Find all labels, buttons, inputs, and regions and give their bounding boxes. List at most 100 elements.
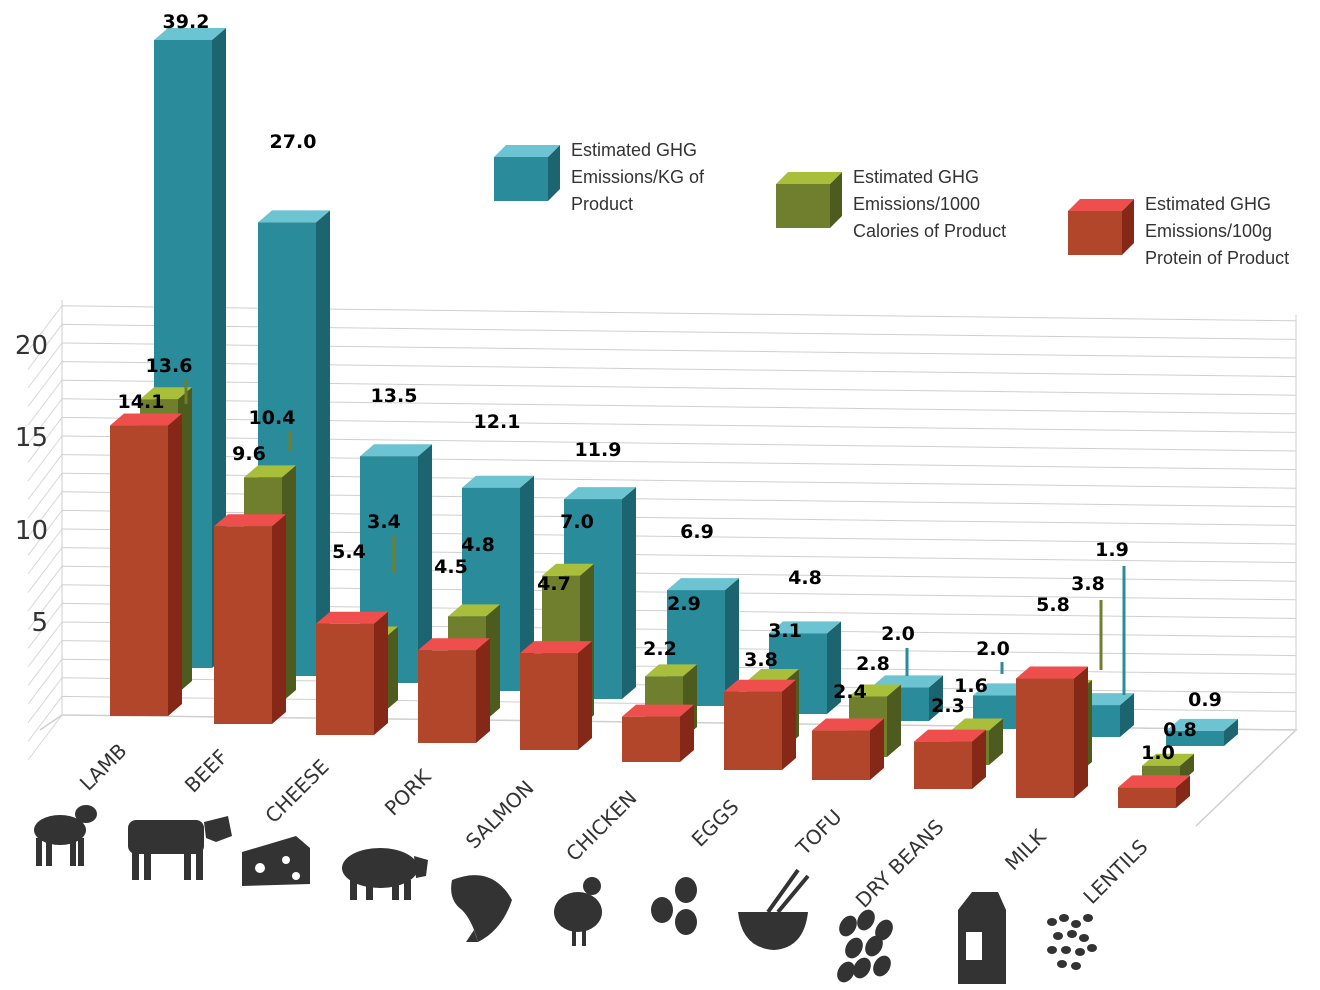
pig-snout <box>414 856 428 878</box>
bar-pr-pork <box>418 638 490 743</box>
value-label: 0.9 <box>1188 689 1222 711</box>
gridline <box>61 398 1297 415</box>
side-gridline <box>27 305 63 352</box>
category-label: DRY BEANS <box>851 815 949 913</box>
egg <box>651 897 673 923</box>
carton-label <box>966 932 982 960</box>
side-gridline <box>27 714 63 761</box>
bar-top <box>871 675 943 688</box>
bowl <box>738 912 808 950</box>
side-gridline <box>27 547 63 593</box>
side-gridline <box>27 658 63 705</box>
floor-front-edge <box>39 714 63 731</box>
bar-front <box>316 623 374 735</box>
bar-side <box>272 514 286 724</box>
value-label: 4.5 <box>434 556 468 578</box>
lamb-leg <box>46 838 52 866</box>
category-label: LAMB <box>75 739 132 796</box>
bar-side <box>887 684 901 757</box>
legend-label: Calories of Product <box>853 221 1006 241</box>
cheese-wedge <box>242 836 310 886</box>
value-label: 27.0 <box>270 131 317 153</box>
legend-swatch <box>776 184 830 228</box>
bar-side <box>418 444 432 683</box>
lamb-leg <box>78 838 84 866</box>
legend-label: Emissions/KG of <box>571 167 705 187</box>
bar-pr-lentils <box>1118 775 1190 808</box>
bar-front <box>214 526 272 724</box>
side-gridline <box>27 510 63 556</box>
y-tick-label: 15 <box>15 423 48 453</box>
value-label: 1.0 <box>1141 742 1175 764</box>
bar-side <box>374 611 388 735</box>
eggs-icon <box>651 877 697 935</box>
bar-top <box>812 718 884 731</box>
bar-front <box>1118 787 1176 808</box>
legend-swatch-top <box>776 172 842 184</box>
value-label: 10.4 <box>249 407 296 429</box>
beans-icon <box>837 909 893 983</box>
bean <box>853 957 871 979</box>
gridline <box>61 416 1297 433</box>
side-gridline <box>27 528 63 575</box>
bar-side <box>316 210 330 676</box>
cow-icon <box>128 816 232 880</box>
cheese-icon <box>242 836 310 886</box>
milk-carton-icon <box>958 892 1006 984</box>
lentil <box>1075 948 1085 956</box>
side-gridline <box>27 491 63 538</box>
cow-head <box>204 816 232 842</box>
value-label: 0.8 <box>1163 719 1197 741</box>
bar-pr-lamb <box>110 413 182 716</box>
value-label: 2.2 <box>643 638 677 660</box>
pig-icon <box>342 848 428 900</box>
value-label: 13.5 <box>371 385 418 407</box>
side-gridline <box>27 696 63 742</box>
lamb-head <box>75 805 97 823</box>
y-axis-ticks: 5 10 15 20 <box>15 331 48 638</box>
legend-label: Estimated GHG <box>1145 194 1271 214</box>
legend-item: Estimated GHG Emissions/KG of Product <box>494 140 705 214</box>
bar-side <box>212 28 226 668</box>
side-gridline <box>27 398 63 445</box>
legend-label: Emissions/100g <box>1145 221 1272 241</box>
value-label: 9.6 <box>232 443 266 465</box>
bar-top <box>1118 775 1190 788</box>
lentil <box>1053 932 1063 940</box>
side-gridline <box>27 472 63 519</box>
value-label: 2.9 <box>667 593 701 615</box>
chicken-leg <box>572 930 576 946</box>
chicken-leg <box>582 930 586 946</box>
bar-top <box>1016 666 1088 679</box>
value-label: 3.1 <box>768 620 802 642</box>
value-label: 6.9 <box>680 521 714 543</box>
fish-tail <box>466 930 478 942</box>
side-gridline <box>27 342 63 389</box>
lentil <box>1047 946 1057 954</box>
value-label: 2.0 <box>881 623 915 645</box>
bar-front <box>110 425 168 716</box>
bar-front <box>1166 730 1224 746</box>
legend-swatch-top <box>494 145 560 157</box>
category-labels: LAMB BEEF CHEESE PORK SALMON CHICKEN EGGS TOFU D… <box>75 739 1153 913</box>
bar-pr-beef <box>214 514 286 724</box>
bar-side <box>476 638 490 743</box>
legend-swatch-top <box>1068 199 1134 211</box>
category-label: BEEF <box>180 745 233 798</box>
value-label: 4.8 <box>461 534 495 556</box>
category-label: TOFU <box>791 805 847 861</box>
category-label: CHEESE <box>260 755 333 828</box>
cow-leg <box>144 848 151 880</box>
egg <box>675 877 697 903</box>
bar-side <box>827 621 841 714</box>
legend-label: Protein of Product <box>1145 248 1289 268</box>
bar-top <box>951 718 1003 731</box>
bar-front <box>812 730 870 780</box>
gridline <box>61 305 1297 322</box>
gridline <box>61 379 1297 396</box>
bar-top <box>724 679 796 692</box>
gridline <box>61 361 1297 378</box>
fish-body <box>451 875 512 942</box>
category-label: SALMON <box>461 776 539 854</box>
